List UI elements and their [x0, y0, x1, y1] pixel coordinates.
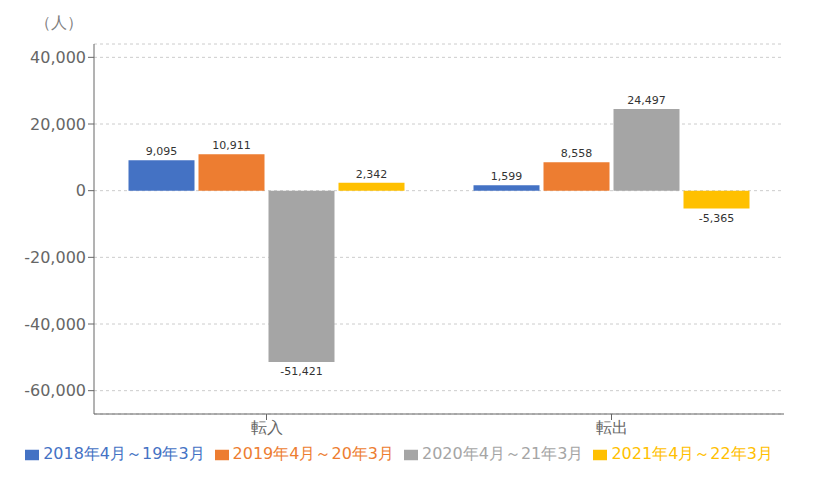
svg-text:-60,000: -60,000 [24, 381, 86, 400]
svg-text:（人）: （人） [35, 13, 83, 32]
svg-text:24,497: 24,497 [627, 94, 666, 107]
svg-text:10,911: 10,911 [212, 139, 251, 152]
svg-text:40,000: 40,000 [30, 48, 86, 67]
svg-text:転出: 転出 [596, 418, 628, 437]
svg-text:0: 0 [76, 181, 86, 200]
svg-text:2,342: 2,342 [356, 168, 388, 181]
svg-text:9,095: 9,095 [146, 145, 178, 158]
svg-text:-51,421: -51,421 [280, 365, 322, 378]
html-text:2020年4月～21年3月: 2020年4月～21年3月 [422, 444, 584, 463]
svg-text:-40,000: -40,000 [24, 315, 86, 334]
svg-text:-20,000: -20,000 [24, 248, 86, 267]
html-text:2018年4月～19年3月: 2018年4月～19年3月 [43, 444, 205, 463]
svg-text:20,000: 20,000 [30, 115, 86, 134]
svg-text:-5,365: -5,365 [699, 212, 734, 225]
html-text:2021年4月～22年3月: 2021年4月～22年3月 [611, 444, 773, 463]
html-text:2019年4月～20年3月: 2019年4月～20年3月 [232, 444, 394, 463]
svg-text:8,558: 8,558 [561, 147, 593, 160]
svg-text:転入: 転入 [251, 418, 283, 437]
svg-text:1,599: 1,599 [491, 170, 523, 183]
